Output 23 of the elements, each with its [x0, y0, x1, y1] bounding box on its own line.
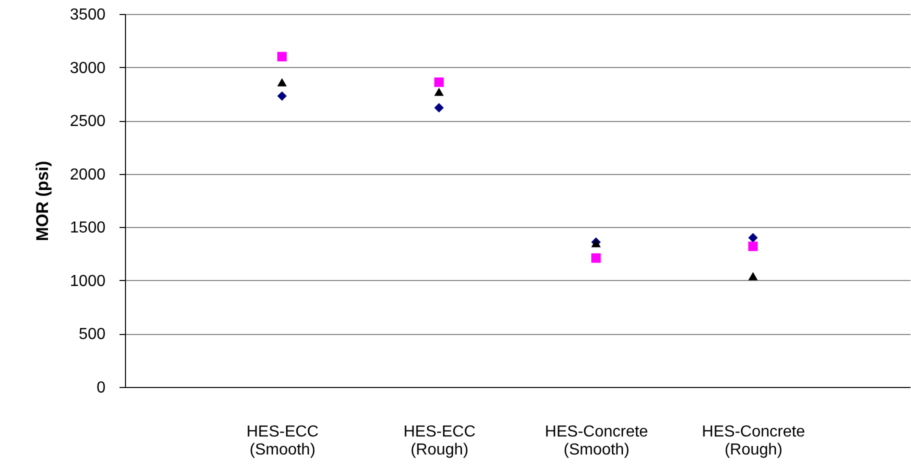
y-tick-label: 1000 — [70, 272, 106, 290]
point — [434, 88, 444, 96]
point — [591, 253, 601, 263]
point — [748, 233, 758, 243]
y-tick-label: 0 — [96, 380, 106, 396]
x-tick-label: HES-ECC (Smooth) — [246, 424, 319, 458]
point — [748, 272, 758, 280]
point — [434, 103, 444, 113]
y-tick-label: 500 — [78, 326, 106, 344]
y-axis-title: MOR (psi) — [32, 160, 52, 242]
point — [434, 77, 444, 87]
y-tick-label: 2000 — [70, 166, 106, 184]
point — [748, 242, 758, 252]
y-tick-label: 1500 — [70, 220, 106, 237]
point — [277, 78, 287, 86]
y-tick-label: 3500 — [70, 6, 106, 24]
y-tick-label: 2500 — [70, 113, 106, 130]
point — [277, 91, 287, 101]
x-tick-label: HES-Concrete (Rough) — [702, 424, 806, 458]
x-tick-label: HES-ECC (Rough) — [403, 424, 476, 458]
point — [277, 52, 287, 62]
y-tick-label: 3000 — [70, 60, 106, 77]
x-tick-label: HES-Concrete (Smooth) — [544, 424, 648, 458]
